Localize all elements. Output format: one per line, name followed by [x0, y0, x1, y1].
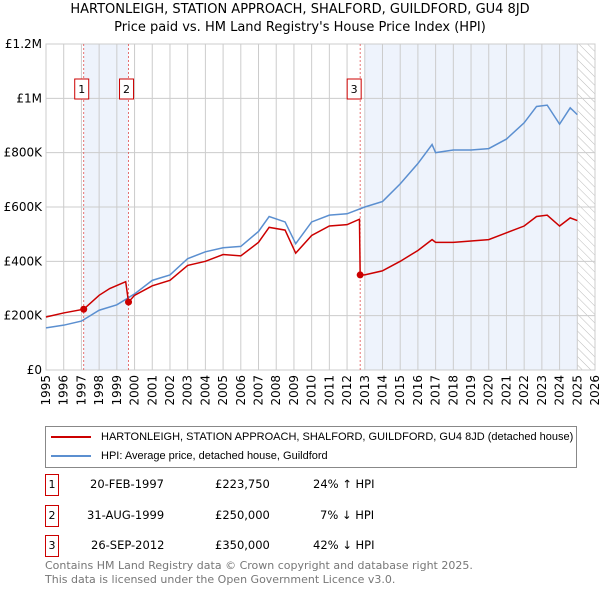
sale-hpi-delta: 7% ↓ HPI [320, 508, 375, 522]
x-tick-label: 2018 [446, 375, 460, 406]
y-tick-label: £1M [16, 91, 42, 105]
x-tick-label: 2019 [464, 375, 478, 406]
sale-date: 26-SEP-2012 [91, 538, 165, 552]
sale-date: 31-AUG-1999 [87, 508, 165, 522]
x-tick-label: 2008 [269, 375, 283, 406]
chart-subtitle: Price paid vs. HM Land Registry's House … [114, 20, 486, 35]
x-tick-label: 1999 [110, 375, 124, 406]
legend-label: HARTONLEIGH, STATION APPROACH, SHALFORD,… [101, 431, 574, 443]
x-tick-label: 2002 [163, 375, 177, 406]
x-tick-label: 2017 [429, 375, 443, 406]
sale-hpi-delta: 42% ↓ HPI [313, 538, 375, 552]
sale-row: 1 20-FEB-1997 £223,750 24% ↑ HPI [45, 474, 445, 496]
y-tick-label: £600K [4, 200, 44, 214]
sale-price: £350,000 [215, 538, 270, 552]
y-tick-label: £200K [4, 309, 44, 323]
plot-area: 1995 1996 1997 1998 1999 2000 2001 2002 2003 2004… [4, 37, 600, 406]
x-tick-label: 2010 [305, 375, 319, 406]
y-tick-label: £0 [27, 363, 42, 377]
x-tick-label: 2022 [517, 375, 531, 406]
legend-label: HPI: Average price, detached house, Guil… [101, 450, 328, 462]
x-tick-label: 2024 [553, 375, 567, 406]
sale-hpi-delta: 24% ↑ HPI [313, 477, 375, 491]
sale-marker-badge: 1 [45, 474, 59, 496]
y-tick-label: £1.2M [5, 37, 42, 51]
x-tick-label: 2006 [234, 375, 248, 406]
x-tick-label: 2000 [128, 375, 142, 406]
sale-price: £250,000 [215, 508, 270, 522]
sale-marker-badge: 2 [45, 505, 59, 527]
y-tick-label: £400K [4, 254, 44, 268]
sale-marker-label: 2 [123, 83, 130, 96]
plot-frame [45, 43, 596, 371]
x-tick-label: 2005 [216, 375, 230, 406]
footer-licence: This data is licensed under the Open Gov… [45, 573, 396, 586]
x-tick-label: 2015 [393, 375, 407, 406]
x-tick-label: 2020 [482, 375, 496, 406]
x-tick-label: 1996 [57, 375, 71, 406]
x-tick-label: 2014 [375, 375, 389, 406]
sale-point [125, 298, 133, 306]
sale-point [356, 271, 364, 279]
x-tick-label: 2016 [411, 375, 425, 406]
legend: HARTONLEIGH, STATION APPROACH, SHALFORD,… [45, 426, 577, 468]
x-tick-label: 2007 [252, 375, 266, 406]
x-tick-label: 2001 [145, 375, 159, 406]
sale-row: 3 26-SEP-2012 £350,000 42% ↓ HPI [45, 535, 445, 557]
sale-marker-box [346, 78, 362, 100]
y-tick-label: £800K [4, 146, 44, 160]
legend-item-hpi: HPI: Average price, detached house, Guil… [51, 449, 328, 463]
legend-swatch [51, 436, 91, 438]
sale-marker-label: 3 [351, 83, 358, 96]
sale-point [80, 305, 88, 313]
footer-copyright: Contains HM Land Registry data © Crown c… [45, 559, 473, 572]
sale-row: 2 31-AUG-1999 £250,000 7% ↓ HPI [45, 505, 445, 527]
sale-marker-box [119, 78, 135, 100]
x-tick-label: 2011 [322, 375, 336, 406]
chart-title: HARTONLEIGH, STATION APPROACH, SHALFORD,… [70, 2, 530, 17]
x-tick-label: 2004 [198, 375, 212, 406]
x-tick-label: 2013 [358, 375, 372, 406]
x-tick-label: 2025 [570, 375, 584, 406]
sale-marker-badge: 3 [45, 535, 59, 557]
sale-marker-label: 1 [78, 83, 85, 96]
x-tick-label: 1997 [74, 375, 88, 406]
x-tick-label: 2012 [340, 375, 354, 406]
x-tick-label: 2003 [181, 375, 195, 406]
x-tick-label: 1995 [39, 375, 53, 406]
x-tick-label: 1998 [92, 375, 106, 406]
x-tick-label: 2021 [499, 375, 513, 406]
sale-price: £223,750 [215, 477, 270, 491]
sale-marker-box [74, 78, 90, 100]
legend-swatch [51, 455, 91, 457]
sale-date: 20-FEB-1997 [90, 477, 164, 491]
x-tick-label: 2009 [287, 375, 301, 406]
x-tick-label: 2023 [535, 375, 549, 406]
x-tick-label: 2026 [588, 375, 600, 406]
hpi-line [45, 104, 578, 329]
legend-item-property: HARTONLEIGH, STATION APPROACH, SHALFORD,… [51, 430, 573, 444]
